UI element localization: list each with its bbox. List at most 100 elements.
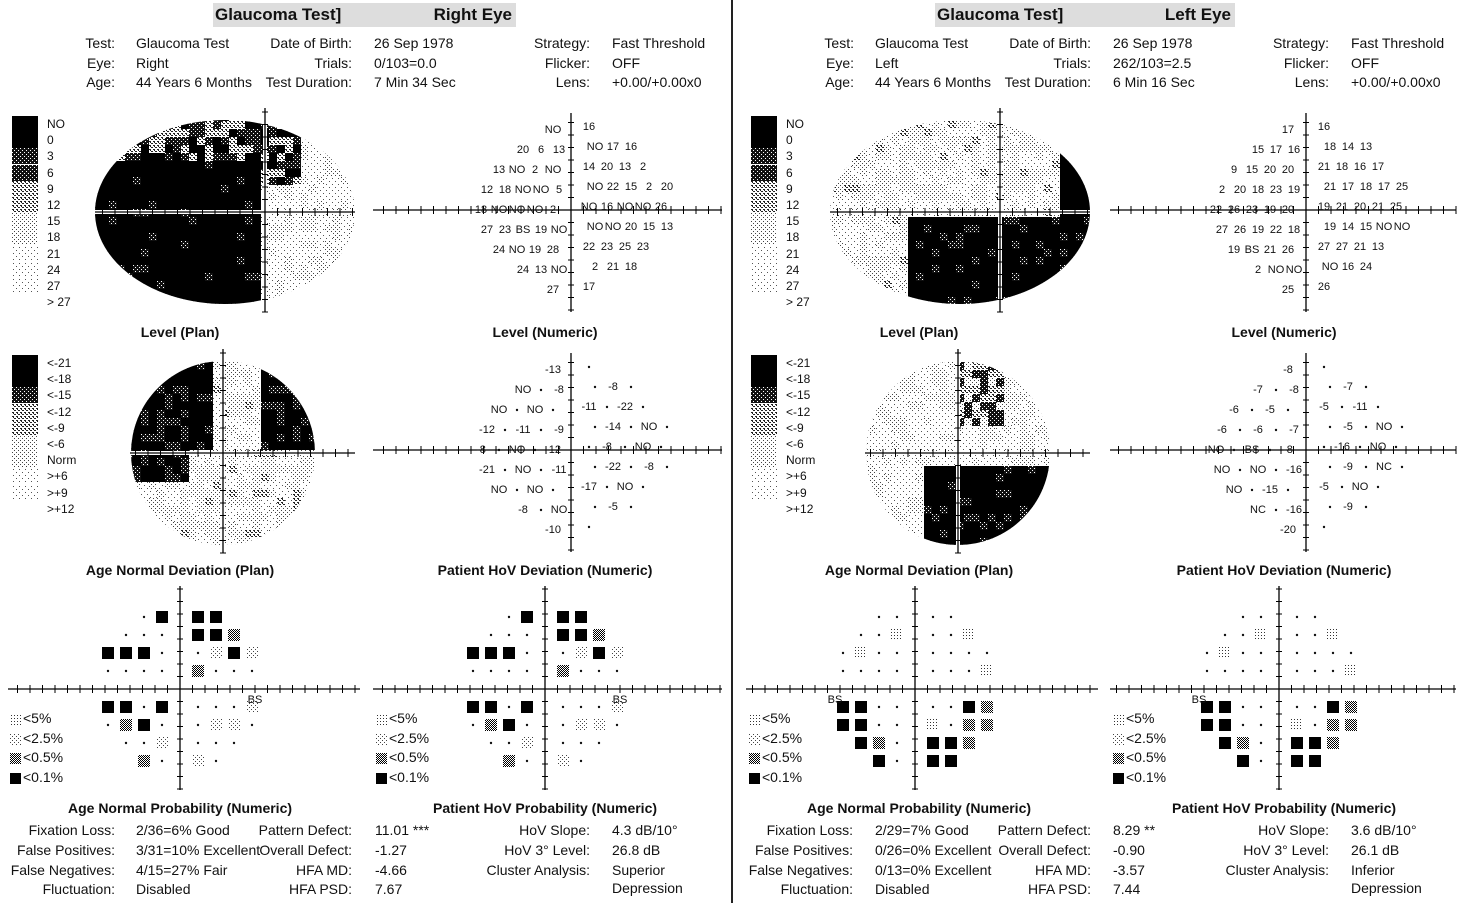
age-label: Age: <box>825 74 854 90</box>
field-value: -5 <box>608 501 618 513</box>
info-values-3: Fast Threshold OFF +0.00/+0.00x0 <box>612 34 705 93</box>
field-value: 13 <box>493 164 505 176</box>
legend-label: Norm <box>786 453 816 468</box>
field-value: -21 <box>479 464 495 476</box>
probability-square <box>1327 719 1339 731</box>
strategy-label: Strategy: <box>1272 35 1329 51</box>
field-value: 19 <box>1324 221 1336 233</box>
legend-item: >+9 <box>751 484 821 501</box>
legend-swatch <box>12 419 38 436</box>
field-value: NO <box>527 404 544 416</box>
field-value: 2 <box>1255 264 1261 276</box>
field-value: NO <box>509 164 526 176</box>
field-dot <box>641 405 645 409</box>
probability-dot <box>597 741 601 745</box>
stats-values-3: 3.6 dB/10° 26.1 dB Inferior Depression <box>1351 821 1422 897</box>
legend-swatch <box>12 197 38 213</box>
field-value: -12 <box>545 444 561 456</box>
age-value: 44 Years 6 Months <box>136 74 252 90</box>
probability-square <box>485 719 497 731</box>
field-value: NO <box>587 221 604 233</box>
field-value: 20 <box>661 181 673 193</box>
field-value: 26 <box>1228 204 1240 216</box>
probability-dot <box>124 669 128 673</box>
probability-square <box>102 701 114 713</box>
probability-legend-item: <0.5% <box>376 748 456 766</box>
probability-square <box>1219 647 1231 659</box>
legend-label: 21 <box>47 246 61 261</box>
probability-square <box>575 629 587 641</box>
info-values-3: Fast Threshold OFF +0.00/+0.00x0 <box>1351 34 1444 93</box>
legend-swatch <box>12 164 38 181</box>
probability-dot <box>1313 633 1317 637</box>
probability-dot <box>949 651 953 655</box>
probability-dot <box>142 705 146 709</box>
field-dot <box>1364 425 1368 429</box>
probability-swatch <box>1113 771 1124 784</box>
field-value: 20 <box>601 161 613 173</box>
field-value: NO <box>1226 484 1243 496</box>
probability-dot <box>561 651 565 655</box>
probability-label: <0.5% <box>23 749 64 765</box>
age-probability-label: Age Normal Probability (Numeric) <box>67 800 293 816</box>
probability-label: <0.5% <box>1126 749 1167 765</box>
field-dot <box>539 468 543 472</box>
field-value: 25 <box>1396 181 1408 193</box>
probability-dot <box>949 723 953 727</box>
probability-square <box>228 629 240 641</box>
probability-label: <2.5% <box>23 729 64 746</box>
age-deviation-plan-label: Age Normal Deviation (Plan) <box>85 562 275 578</box>
probability-dot <box>877 669 881 673</box>
legend-label: 12 <box>786 198 800 212</box>
field-value: 16 <box>1354 161 1366 173</box>
legend-label: 15 <box>47 214 61 229</box>
field-value: -16 <box>1334 441 1350 453</box>
field-value: 15 <box>625 181 637 193</box>
field-value: NO <box>509 444 526 456</box>
age-label: Age: <box>86 74 115 90</box>
legend-item: <-15 <box>751 387 821 404</box>
fluctuation-value: Disabled <box>136 881 191 898</box>
probability-dot <box>196 651 200 655</box>
field-dot <box>1340 485 1344 489</box>
probability-dot <box>1313 615 1317 619</box>
probability-dot <box>579 669 583 673</box>
probability-markers: BS <box>1192 615 1357 767</box>
stats-values-3: 4.3 dB/10° 26.8 dB Superior Depression <box>612 821 683 897</box>
probability-square <box>963 629 975 641</box>
field-value: NO <box>515 184 532 196</box>
legend-label: 24 <box>47 262 61 277</box>
legend-item: <-21 <box>751 355 821 371</box>
field-value: 26 <box>1234 224 1246 236</box>
legend-label: 0 <box>47 133 54 148</box>
probability-dot <box>949 615 953 619</box>
overall-defect-value: -0.90 <box>1113 841 1145 858</box>
eye-value: Right <box>136 54 169 71</box>
field-value: 27 <box>481 224 493 236</box>
probability-dot <box>597 669 601 673</box>
trials-label: Trials: <box>314 54 352 71</box>
probability-square <box>210 719 222 731</box>
level-plan-label: Level (Plan) <box>879 324 959 340</box>
probability-dot <box>196 705 200 709</box>
field-dot <box>605 485 609 489</box>
probability-dot <box>489 669 493 673</box>
legend-swatch <box>12 403 38 420</box>
field-value: BS <box>516 224 531 236</box>
legend-label: <-6 <box>786 437 804 451</box>
axes <box>373 353 722 552</box>
info-values-1: Glaucoma Test Right 44 Years 6 Months <box>136 34 252 93</box>
legend-label: >+9 <box>47 485 68 500</box>
legend-label: 18 <box>47 230 61 245</box>
probability-dot <box>142 615 146 619</box>
legend-swatch <box>12 148 38 165</box>
probability-square <box>1327 737 1339 749</box>
probability-legend-item: <0.5% <box>1113 748 1193 766</box>
field-value: NO <box>1376 421 1393 433</box>
probability-dot <box>1313 705 1317 709</box>
probability-swatch <box>10 732 21 745</box>
legend-swatch <box>751 468 777 485</box>
probability-square <box>228 647 240 659</box>
field-dot <box>593 385 597 389</box>
legend-item: >+6 <box>751 468 821 485</box>
